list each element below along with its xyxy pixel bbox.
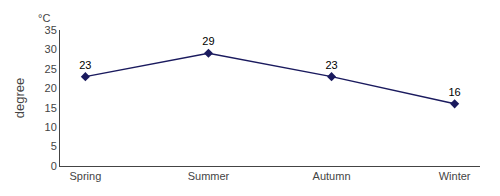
svg-text:23: 23 [79, 59, 91, 71]
svg-text:29: 29 [202, 35, 214, 47]
svg-text:0: 0 [51, 160, 57, 172]
svg-text:25: 25 [45, 63, 57, 75]
svg-text:Winter: Winter [439, 170, 471, 182]
svg-text:20: 20 [45, 82, 57, 94]
svg-text:23: 23 [325, 59, 337, 71]
svg-text:Autumn: Autumn [313, 170, 351, 182]
svg-text:°C: °C [38, 12, 50, 24]
svg-text:16: 16 [449, 86, 461, 98]
svg-text:degree: degree [12, 78, 27, 118]
svg-text:10: 10 [45, 121, 57, 133]
svg-text:5: 5 [51, 140, 57, 152]
svg-text:15: 15 [45, 102, 57, 114]
svg-text:Summer: Summer [188, 170, 230, 182]
svg-text:Spring: Spring [69, 170, 101, 182]
svg-text:35: 35 [45, 24, 57, 36]
svg-text:30: 30 [45, 43, 57, 55]
